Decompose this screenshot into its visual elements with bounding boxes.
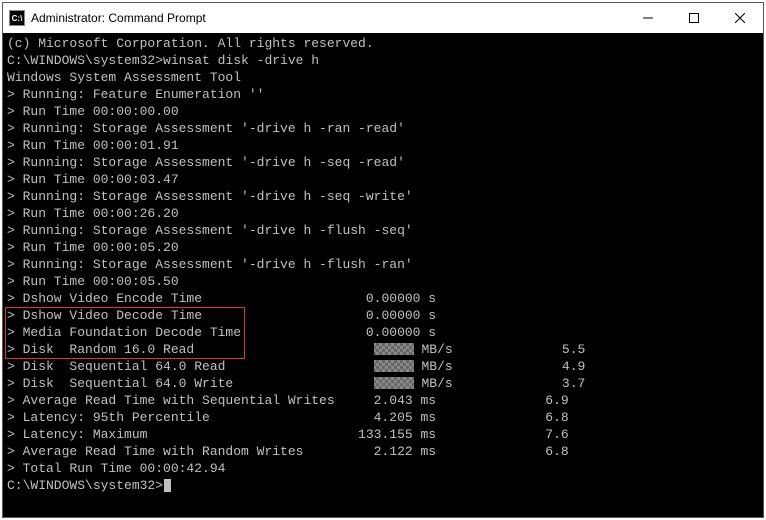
run-line: > Running: Storage Assessment '-drive h … bbox=[7, 154, 759, 171]
window-title: Administrator: Command Prompt bbox=[31, 11, 625, 25]
metric-line: > Disk Random 16.0 Read MB/s 5.5 bbox=[7, 341, 759, 358]
window-controls bbox=[625, 3, 763, 33]
metric-line: > Media Foundation Decode Time 0.00000 s bbox=[7, 324, 759, 341]
prompt-line: C:\WINDOWS\system32>winsat disk -drive h bbox=[7, 52, 759, 69]
run-line: > Running: Storage Assessment '-drive h … bbox=[7, 188, 759, 205]
run-line: > Run Time 00:00:05.20 bbox=[7, 239, 759, 256]
copyright-line: (c) Microsoft Corporation. All rights re… bbox=[7, 35, 759, 52]
censored-value bbox=[374, 377, 414, 389]
maximize-button[interactable] bbox=[671, 3, 717, 33]
metric-line: > Average Read Time with Sequential Writ… bbox=[7, 392, 759, 409]
metric-line: > Average Read Time with Random Writes 2… bbox=[7, 443, 759, 460]
minimize-button[interactable] bbox=[625, 3, 671, 33]
metric-line: > Latency: 95th Percentile 4.205 ms 6.8 bbox=[7, 409, 759, 426]
typed-command: winsat disk -drive h bbox=[163, 53, 319, 68]
total-line: > Total Run Time 00:00:42.94 bbox=[7, 460, 759, 477]
metric-line: > Disk Sequential 64.0 Read MB/s 4.9 bbox=[7, 358, 759, 375]
titlebar[interactable]: C:\ Administrator: Command Prompt bbox=[3, 3, 763, 33]
run-line: > Running: Storage Assessment '-drive h … bbox=[7, 120, 759, 137]
run-line: > Running: Storage Assessment '-drive h … bbox=[7, 256, 759, 273]
command-prompt-window: C:\ Administrator: Command Prompt (c) Mi… bbox=[2, 2, 764, 518]
prompt-line: C:\WINDOWS\system32> bbox=[7, 477, 759, 494]
close-button[interactable] bbox=[717, 3, 763, 33]
censored-value bbox=[374, 360, 414, 372]
run-line: > Run Time 00:00:00.00 bbox=[7, 103, 759, 120]
censored-value bbox=[374, 343, 414, 355]
metric-line: > Dshow Video Decode Time 0.00000 s bbox=[7, 307, 759, 324]
cmd-icon: C:\ bbox=[9, 10, 25, 26]
run-line: > Run Time 00:00:01.91 bbox=[7, 137, 759, 154]
metric-line: > Dshow Video Encode Time 0.00000 s bbox=[7, 290, 759, 307]
run-line: > Run Time 00:00:26.20 bbox=[7, 205, 759, 222]
metric-line: > Latency: Maximum 133.155 ms 7.6 bbox=[7, 426, 759, 443]
run-line: > Run Time 00:00:03.47 bbox=[7, 171, 759, 188]
run-line: > Run Time 00:00:05.50 bbox=[7, 273, 759, 290]
run-line: > Running: Feature Enumeration '' bbox=[7, 86, 759, 103]
terminal-body[interactable]: (c) Microsoft Corporation. All rights re… bbox=[3, 33, 763, 517]
run-line: > Running: Storage Assessment '-drive h … bbox=[7, 222, 759, 239]
tool-header: Windows System Assessment Tool bbox=[7, 69, 759, 86]
metric-line: > Disk Sequential 64.0 Write MB/s 3.7 bbox=[7, 375, 759, 392]
cursor bbox=[164, 479, 171, 492]
